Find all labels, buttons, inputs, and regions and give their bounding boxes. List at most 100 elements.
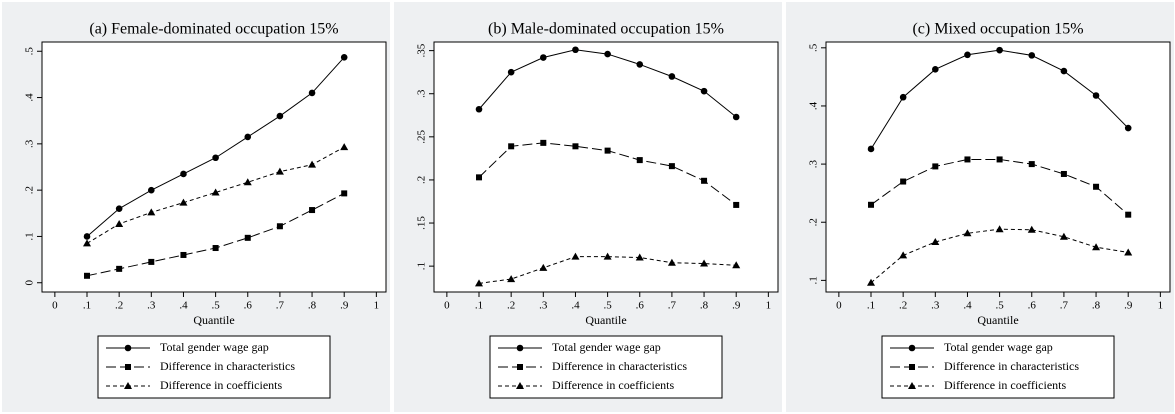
- marker: [604, 147, 611, 154]
- marker: [668, 73, 676, 80]
- x-tick-label: 0: [52, 300, 58, 312]
- x-tick-label: .6: [1028, 300, 1037, 312]
- legend-label: Difference in coefficients: [160, 378, 282, 392]
- marker: [603, 252, 612, 260]
- x-tick-label: .6: [244, 300, 253, 312]
- x-tick-label: .5: [995, 300, 1004, 312]
- series-line: [478, 256, 737, 284]
- marker: [571, 252, 580, 260]
- x-tick-label: .4: [179, 300, 188, 312]
- x-tick-label: .7: [276, 300, 285, 312]
- x-axis-label: Quantile: [977, 313, 1018, 327]
- panel: (c) Mixed occupation 15% .1 .2 .3 .4 .5 0 .1 .2.…: [786, 2, 1174, 412]
- marker: [84, 272, 91, 279]
- marker: [908, 344, 916, 352]
- legend-label: Difference in characteristics: [160, 359, 295, 373]
- marker: [476, 174, 483, 181]
- x-tick-label: .2: [507, 300, 515, 312]
- x-tick-label: .8: [700, 300, 709, 312]
- y-tick-label: .25: [416, 129, 428, 143]
- x-tick-label: .1: [867, 300, 875, 312]
- marker: [125, 364, 131, 370]
- y-tick-label: .2: [416, 176, 428, 184]
- marker: [867, 278, 876, 286]
- marker: [517, 364, 523, 370]
- marker: [243, 178, 252, 186]
- x-tick-label: .5: [603, 300, 612, 312]
- marker: [475, 279, 484, 287]
- x-tick-label: .3: [539, 300, 548, 312]
- marker: [1092, 92, 1100, 99]
- x-tick-label: .9: [340, 300, 349, 312]
- marker: [668, 163, 675, 170]
- x-tick-label: .9: [1124, 300, 1133, 312]
- marker: [1124, 124, 1132, 132]
- marker: [212, 154, 219, 162]
- marker: [148, 258, 155, 265]
- x-tick-label: 0: [836, 300, 842, 312]
- marker: [540, 54, 547, 61]
- marker: [964, 51, 971, 59]
- marker: [572, 46, 579, 54]
- marker: [116, 265, 123, 272]
- marker: [1093, 183, 1100, 190]
- y-tick-label: .5: [24, 47, 36, 56]
- legend-label: Total gender wage gap: [944, 340, 1053, 354]
- marker: [180, 251, 187, 258]
- x-tick-label: .5: [211, 300, 220, 312]
- y-tick-label: .5: [808, 43, 820, 52]
- marker: [908, 382, 916, 389]
- marker: [1027, 225, 1036, 233]
- marker: [963, 229, 972, 237]
- x-tick-label: .7: [1060, 300, 1069, 312]
- x-tick-label: .7: [668, 300, 677, 312]
- marker: [475, 105, 483, 113]
- marker: [148, 186, 155, 194]
- marker: [340, 53, 348, 61]
- panel: (b) Male-dominated occupation 15% .1 .15 .2…: [394, 2, 782, 412]
- marker: [539, 263, 548, 271]
- x-tick-label: .4: [963, 300, 972, 312]
- y-tick-label: .2: [808, 218, 820, 226]
- y-tick-label: .1: [24, 232, 36, 240]
- marker: [909, 364, 915, 370]
- legend-label: Difference in coefficients: [944, 378, 1066, 392]
- x-tick-label: .9: [732, 300, 741, 312]
- marker: [732, 261, 741, 269]
- y-tick-label: .3: [416, 89, 428, 98]
- marker: [732, 113, 740, 121]
- marker: [932, 163, 939, 170]
- panel: (a) Female-dominated occupation 15% 0 .1 .2…: [2, 2, 390, 412]
- plot-area: [825, 41, 1171, 293]
- x-tick-label: .6: [636, 300, 645, 312]
- y-tick-label: .1: [416, 262, 428, 270]
- legend-label: Total gender wage gap: [160, 340, 269, 354]
- y-tick-label: .2: [24, 186, 36, 194]
- marker: [211, 188, 220, 196]
- marker: [180, 170, 187, 178]
- marker: [701, 177, 708, 184]
- legend-label: Difference in characteristics: [552, 359, 687, 373]
- x-tick-label: .4: [571, 300, 580, 312]
- marker: [995, 225, 1004, 233]
- x-tick-label: .3: [931, 300, 940, 312]
- marker: [572, 143, 579, 150]
- y-tick-label: .3: [24, 139, 36, 148]
- marker: [212, 245, 219, 252]
- marker: [516, 382, 524, 389]
- x-tick-label: 0: [444, 300, 450, 312]
- marker: [275, 167, 284, 175]
- marker: [899, 251, 908, 259]
- marker: [931, 238, 940, 245]
- marker: [899, 93, 907, 101]
- legend-label: Difference in coefficients: [552, 378, 674, 392]
- x-tick-label: 1: [766, 300, 772, 312]
- marker: [1092, 243, 1101, 251]
- marker: [733, 201, 740, 208]
- plot-area: [433, 41, 779, 293]
- marker: [1124, 248, 1133, 256]
- x-tick-label: .3: [147, 300, 156, 312]
- marker: [540, 139, 547, 146]
- x-tick-label: .2: [115, 300, 123, 312]
